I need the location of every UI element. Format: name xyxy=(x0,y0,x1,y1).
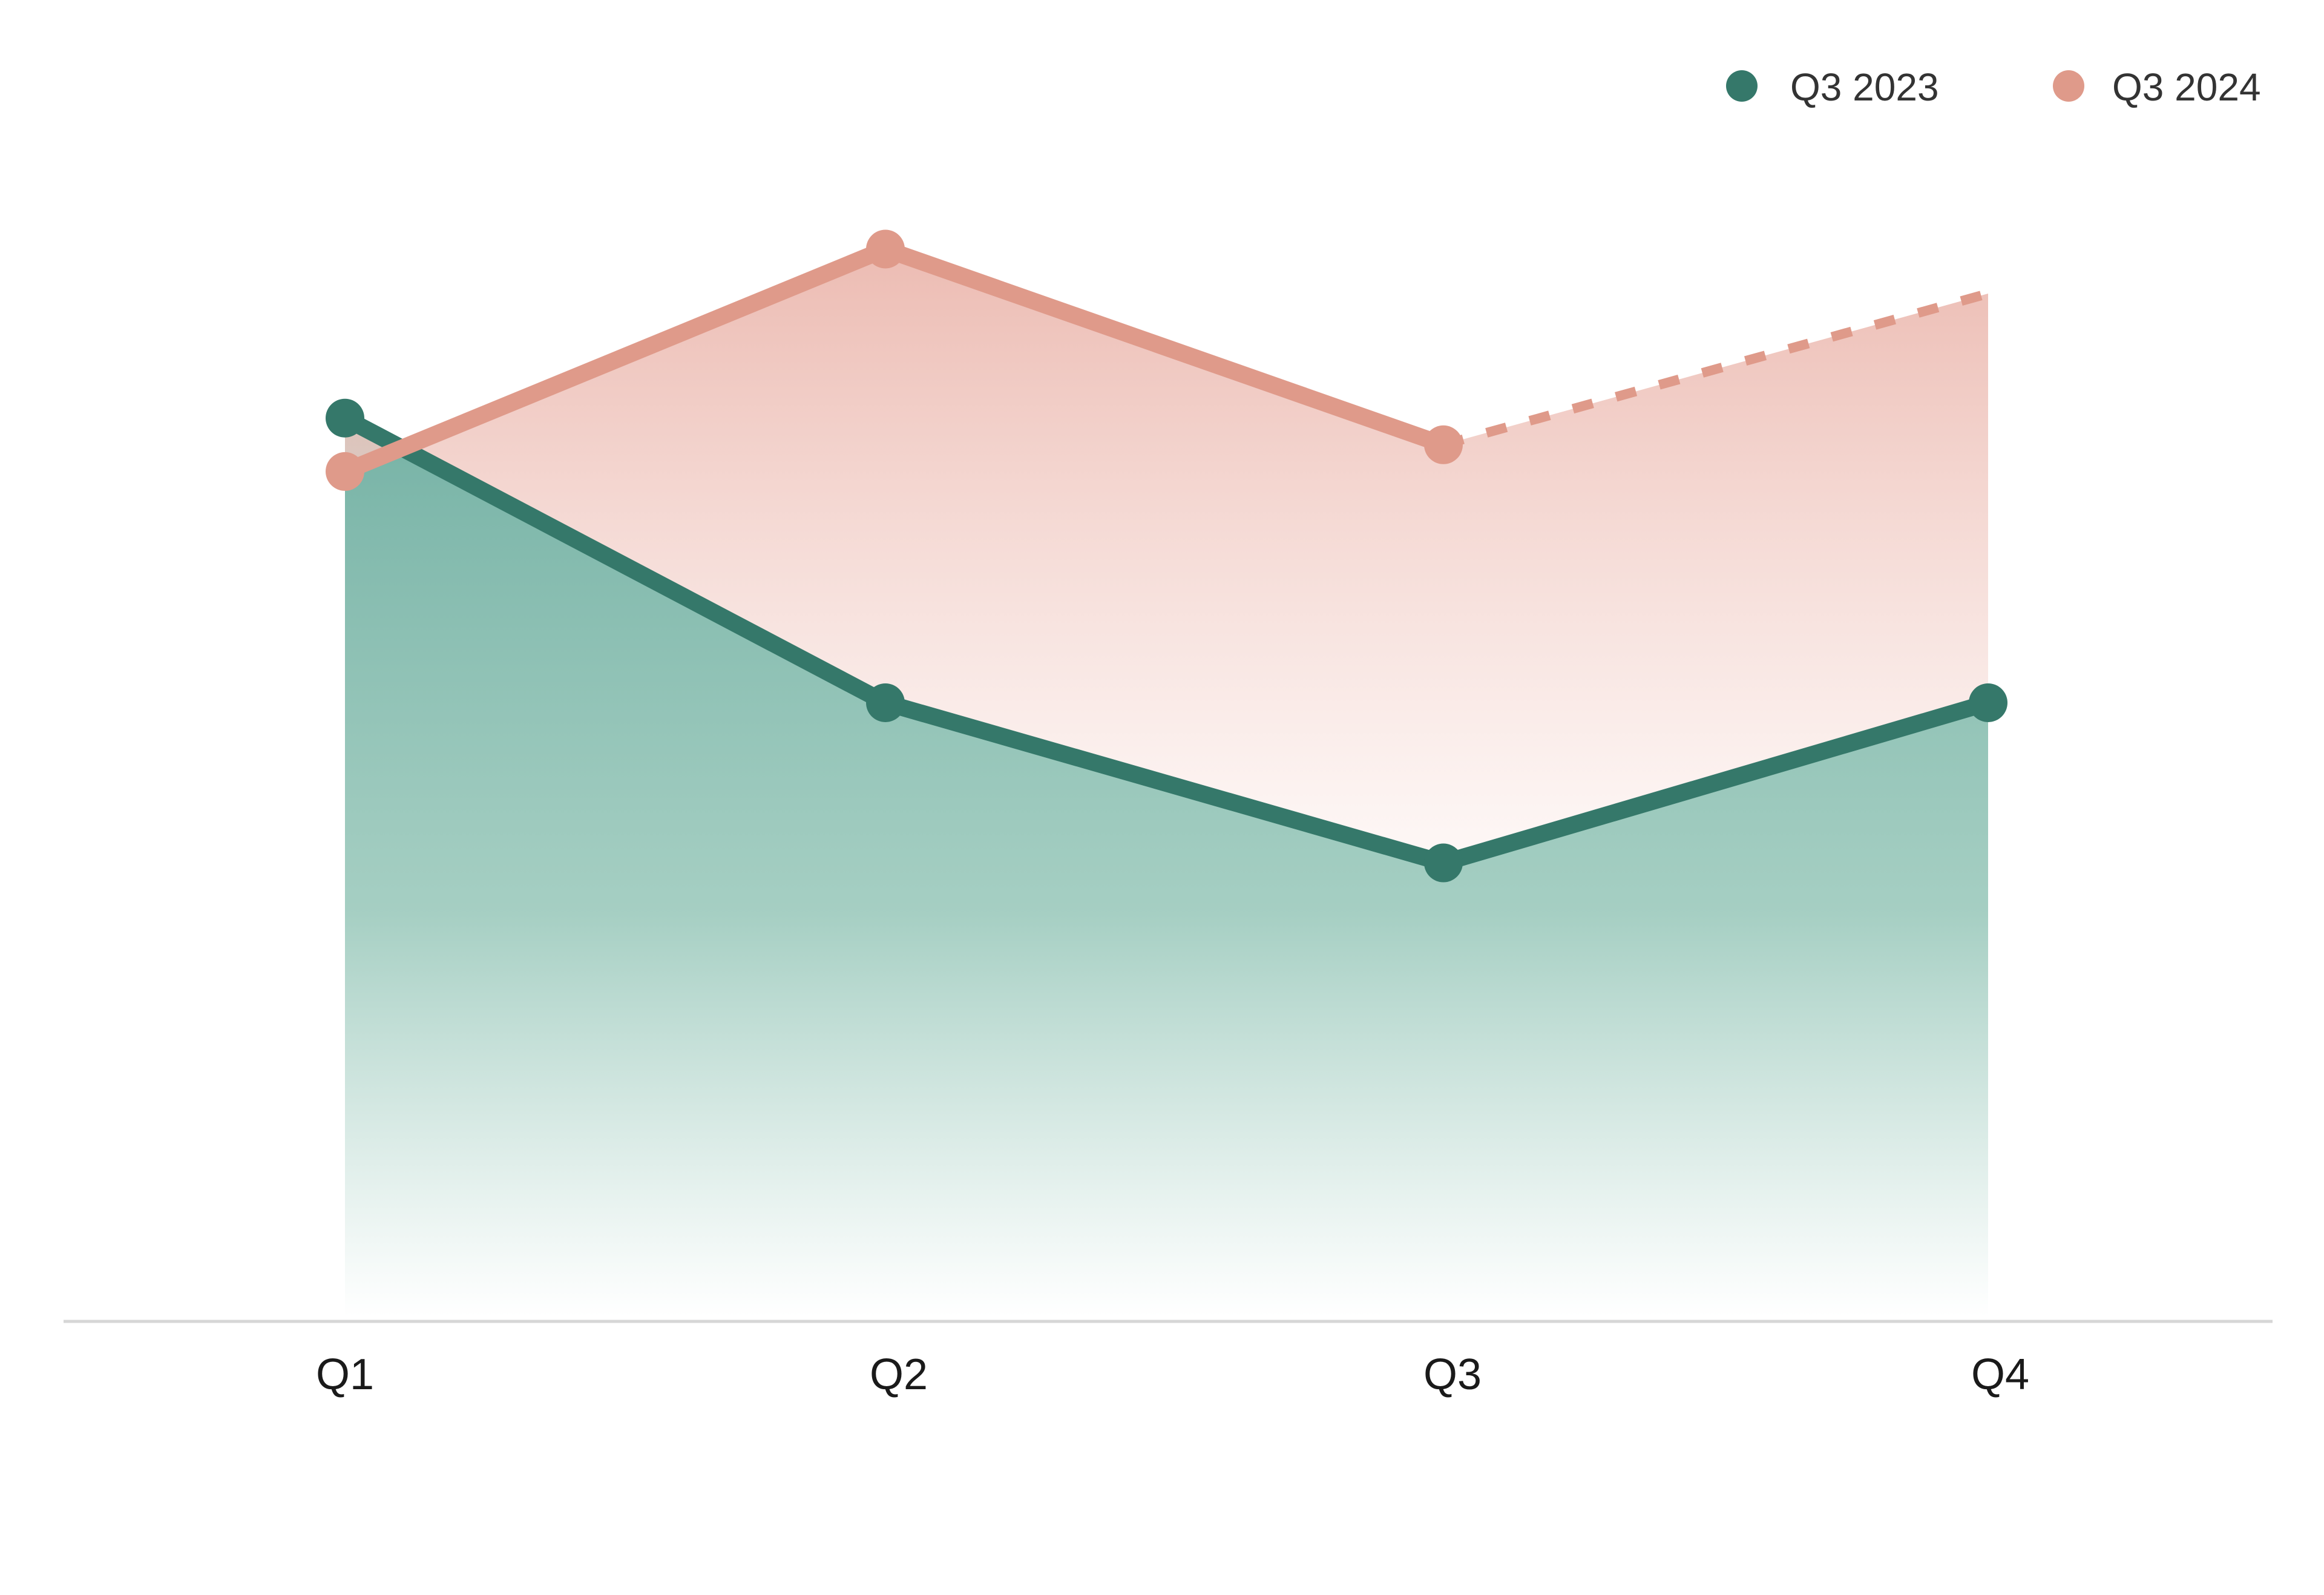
legend: Q3 2023 Q3 2024 xyxy=(1726,65,2261,109)
x-tick-label-q4: Q4 xyxy=(1971,1350,2029,1399)
point-q3-2023-q1 xyxy=(326,398,364,438)
legend-swatch-q3-2024 xyxy=(2053,70,2084,102)
x-tick-label-q1: Q1 xyxy=(316,1350,374,1399)
x-tick-label-q2: Q2 xyxy=(870,1350,928,1399)
point-q3-2023-q3 xyxy=(1424,843,1463,883)
legend-label-q3-2024: Q3 2024 xyxy=(2112,65,2261,109)
point-q3-2023-q2 xyxy=(866,683,905,722)
legend-label-q3-2023: Q3 2023 xyxy=(1790,65,1939,109)
point-q3-2024-q3 xyxy=(1424,425,1463,464)
series-points xyxy=(326,229,2007,883)
point-q3-2024-q2 xyxy=(866,229,905,269)
x-axis-ticks: Q1 Q2 Q3 Q4 xyxy=(316,1350,2029,1399)
line-q3-2023 xyxy=(336,409,1997,872)
legend-swatch-q3-2023 xyxy=(1726,70,1758,102)
point-q3-2024-q1 xyxy=(326,452,364,491)
x-tick-label-q3: Q3 xyxy=(1423,1350,1482,1399)
point-q3-2023-q4 xyxy=(1969,683,2007,722)
area-q3-2024 xyxy=(345,249,1988,863)
line-q3-2024-projected xyxy=(1442,289,1990,450)
